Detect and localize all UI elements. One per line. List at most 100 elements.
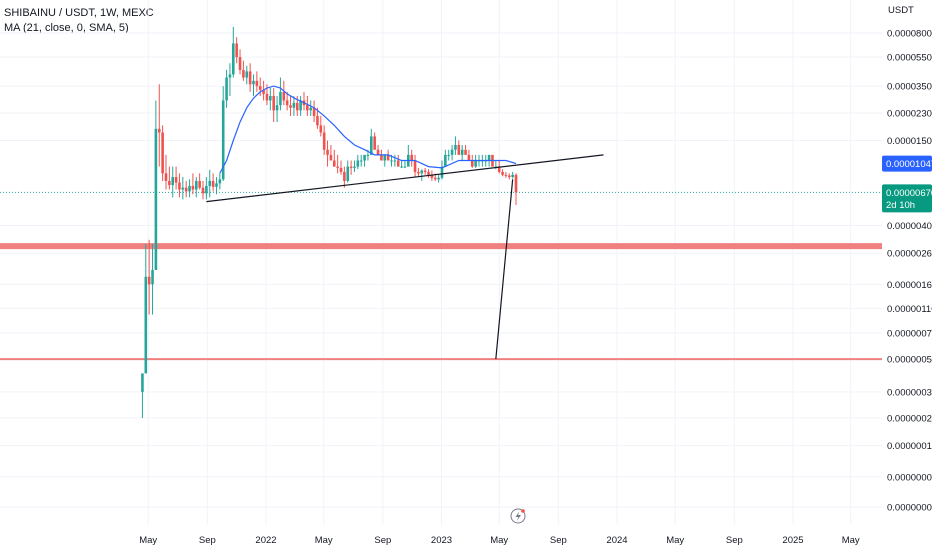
candle-body: [349, 166, 353, 168]
candle: [178, 173, 181, 198]
candle-body: [154, 128, 158, 270]
current-price-text: 0.00000670: [886, 188, 932, 199]
candle-body: [326, 149, 329, 155]
candle: [228, 63, 232, 97]
candle-body: [238, 57, 242, 70]
candle-body: [245, 71, 249, 78]
candle-body: [447, 154, 451, 156]
candle: [450, 144, 454, 161]
candle-body: [487, 154, 491, 161]
candle: [403, 160, 407, 168]
candle: [188, 179, 191, 198]
candle-body: [242, 69, 245, 78]
time-tick-label: May: [315, 535, 333, 546]
candle-body: [215, 183, 218, 187]
candle: [269, 87, 272, 111]
candle-body: [191, 185, 195, 190]
candle: [161, 125, 164, 181]
candle-body: [433, 177, 437, 180]
candle: [514, 173, 518, 206]
candle-body: [380, 154, 383, 161]
symbol-title[interactable]: SHIBAINU / USDT, 1W, MEXC: [4, 7, 154, 19]
time-tick-label: May: [139, 535, 157, 546]
candle-body: [265, 93, 269, 101]
candle: [383, 154, 387, 167]
candle: [205, 177, 208, 200]
candle-body: [218, 179, 222, 184]
candle-body: [346, 166, 350, 181]
candle: [309, 100, 313, 116]
candle-body: [410, 154, 413, 161]
candle-body: [464, 149, 467, 155]
candle-body: [423, 170, 427, 172]
candle-body: [400, 166, 403, 168]
candle: [151, 243, 154, 315]
candle-body: [285, 100, 289, 106]
candle-body: [383, 154, 387, 161]
candle-body: [292, 102, 296, 108]
candle-body: [168, 180, 171, 186]
candle: [343, 166, 346, 188]
candle: [238, 49, 242, 75]
candle-body: [221, 100, 225, 180]
candle: [329, 144, 333, 161]
candle-body: [339, 167, 343, 172]
candle: [326, 140, 329, 167]
candle-body: [272, 96, 275, 111]
candle-body: [444, 154, 447, 167]
candle-body: [258, 86, 262, 90]
candle: [332, 149, 336, 167]
candle-body: [164, 173, 168, 181]
candle-body: [440, 166, 444, 178]
trend-line: [495, 179, 514, 360]
time-tick-label: 2024: [606, 535, 627, 546]
candle: [460, 144, 464, 161]
notification-dot: [521, 509, 525, 513]
candle-body: [198, 180, 201, 188]
candle: [356, 154, 360, 170]
candle: [168, 166, 171, 190]
time-tick-label: Sep: [550, 535, 567, 546]
candle: [184, 180, 188, 198]
candle: [225, 69, 228, 108]
candle-body: [275, 105, 279, 111]
candle: [396, 154, 400, 167]
candle: [474, 154, 477, 168]
price-unit-label: USDT: [888, 5, 914, 16]
chart-legend: SHIBAINU / USDT, 1W, MEXC MA (21, close,…: [4, 6, 154, 36]
candle: [353, 160, 356, 172]
candle-body: [353, 166, 356, 168]
candle: [141, 373, 144, 418]
candle: [511, 171, 514, 179]
candle: [201, 180, 205, 200]
candle: [407, 144, 410, 167]
lightning-icon-ring: [510, 508, 526, 524]
candle-body: [157, 128, 161, 133]
candle-body: [322, 132, 326, 150]
candle: [235, 37, 238, 64]
candle-body: [225, 77, 228, 101]
candle-body: [269, 96, 272, 101]
candle: [221, 86, 225, 181]
candle-body: [208, 180, 212, 186]
candle: [467, 149, 471, 161]
indicator-label[interactable]: MA (21, close, 0, SMA, 5): [4, 22, 129, 34]
candle: [339, 160, 343, 175]
candle: [211, 173, 215, 192]
candle-body: [430, 174, 434, 178]
candle-body: [514, 174, 518, 193]
candle: [363, 154, 366, 167]
candle-body: [386, 154, 390, 161]
candle: [258, 77, 262, 97]
price-badge: [882, 184, 932, 213]
candle-body: [363, 154, 366, 161]
candle: [157, 84, 161, 167]
candle-body: [309, 107, 313, 111]
candle-body: [336, 166, 339, 168]
candle-body: [332, 160, 336, 167]
